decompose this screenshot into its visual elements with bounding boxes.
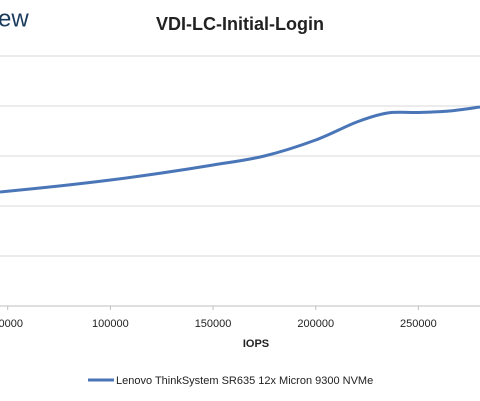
legend-label: Lenovo ThinkSystem SR635 12x Micron 9300… [116,375,373,387]
logo: ew [0,5,29,32]
x-tick-label: 150000 [195,318,232,330]
x-tick-label: 50000 [0,318,23,330]
x-axis-label: IOPS [243,338,269,350]
x-tick-label: 200000 [297,318,334,330]
x-tick-label: 250000 [400,318,437,330]
x-tick-label: 100000 [92,318,129,330]
chart-title: VDI-LC-Initial-Login [156,14,324,34]
data-line [0,105,480,194]
